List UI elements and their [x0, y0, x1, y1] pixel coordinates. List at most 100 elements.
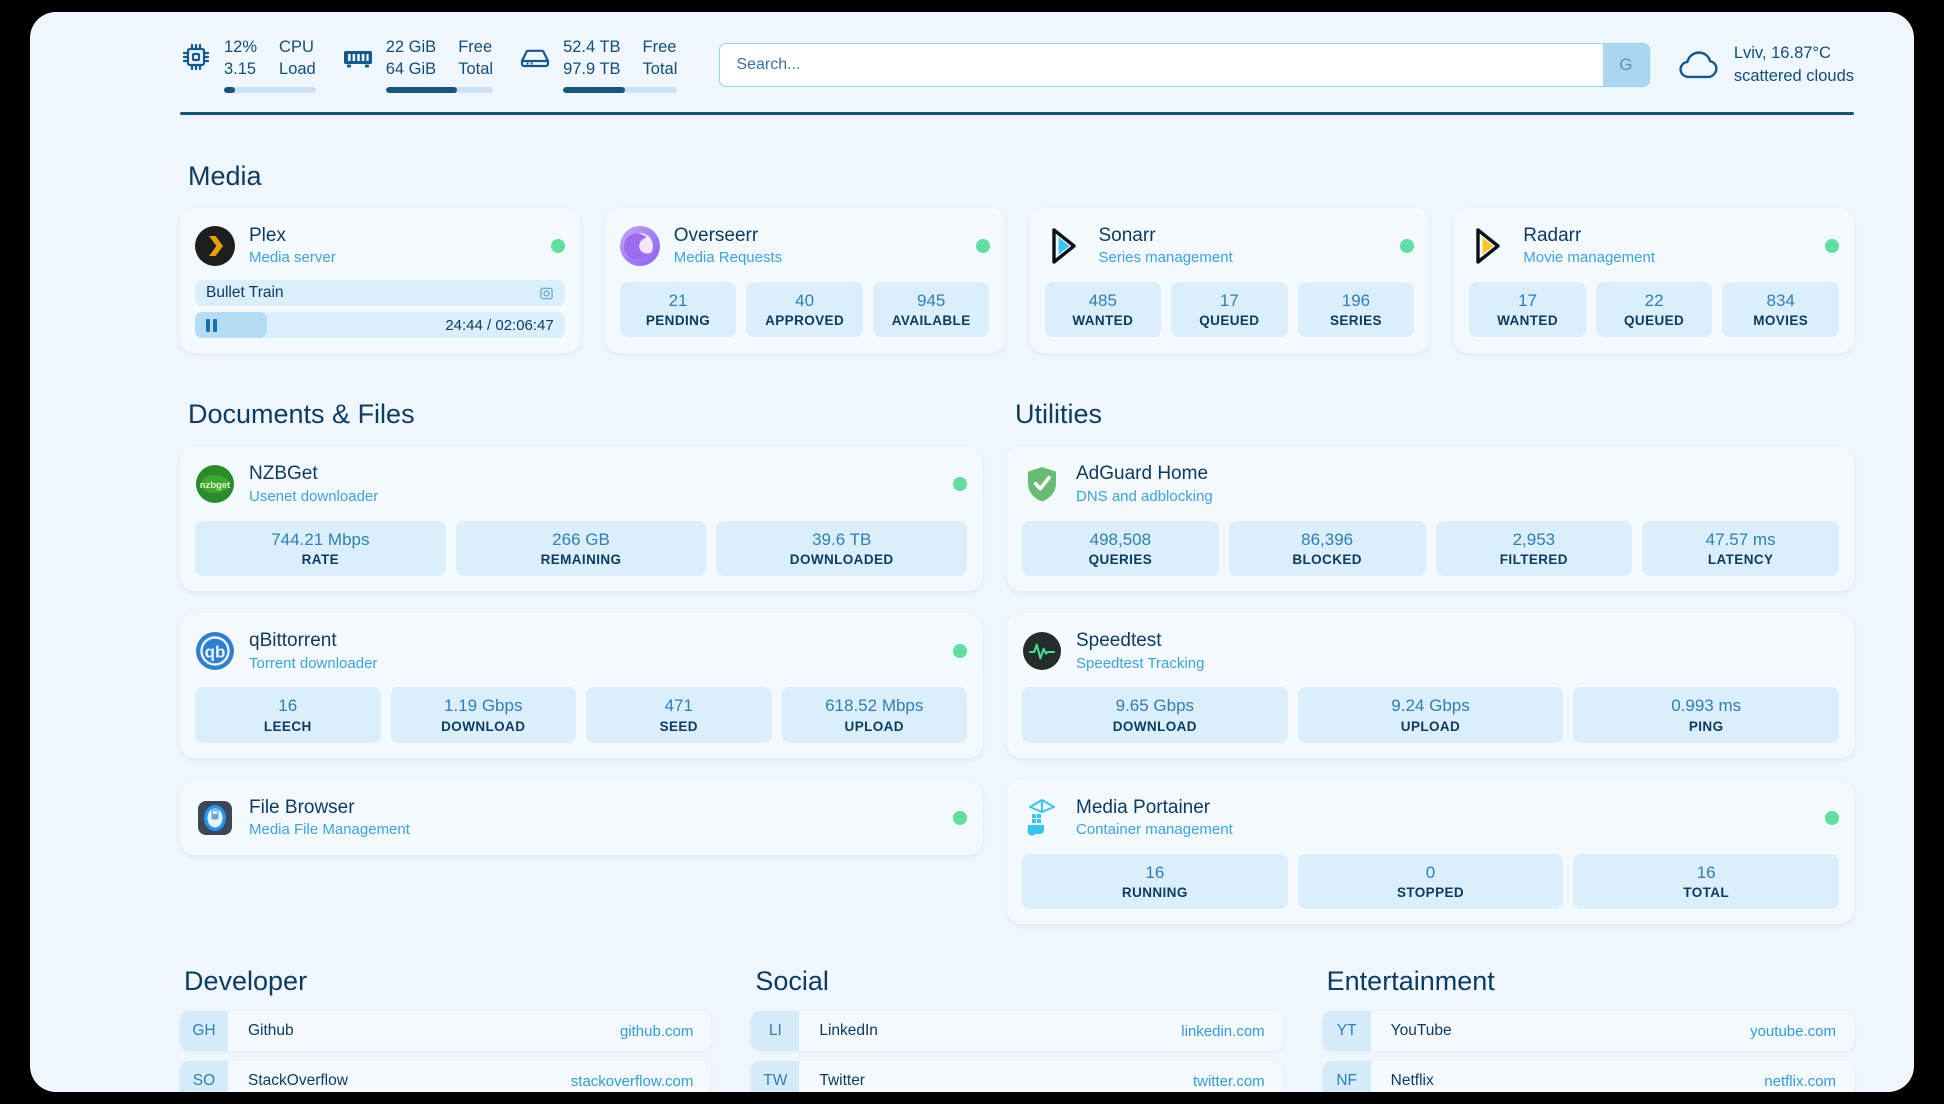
stat-leech[interactable]: 16 LEECH: [195, 687, 381, 743]
service-card-adguard-home[interactable]: AdGuard Home DNS and adblocking 498,508 QUE…: [1007, 446, 1854, 591]
stat-queued[interactable]: 22 QUEUED: [1595, 282, 1713, 338]
stat-running[interactable]: 16 RUNNING: [1022, 854, 1288, 910]
card-header: Plex Media server: [195, 224, 565, 269]
search-area: G: [719, 43, 1650, 87]
stat-download[interactable]: 9.65 Gbps DOWNLOAD: [1022, 687, 1288, 743]
cpu-icon: [180, 41, 212, 73]
stat-queries[interactable]: 498,508 QUERIES: [1022, 520, 1219, 576]
bookmark-item[interactable]: GH Github github.com: [180, 1011, 712, 1052]
resource-value-secondary: 64 GiB: [385, 59, 437, 78]
bookmark-badge: GH: [180, 1011, 228, 1052]
search-box[interactable]: G: [719, 43, 1650, 87]
service-card-qbittorrent[interactable]: qb qBittorrent Torrent downloader 16 LEECH 1.…: [180, 612, 982, 758]
stat-ping[interactable]: 0.993 ms PING: [1573, 687, 1840, 743]
speedtest-logo: [1022, 631, 1062, 671]
bookmark-item[interactable]: SO StackOverflow stackoverflow.com: [180, 1061, 712, 1092]
stat-label: PENDING: [645, 313, 711, 329]
bookmark-name: Twitter: [819, 1072, 865, 1090]
service-card-plex[interactable]: Plex Media server Bullet Train 24:44 / 02:0…: [180, 207, 580, 353]
resource-disk: 52.4 TB 97.9 TB Free Total: [519, 37, 678, 93]
search-provider-button[interactable]: G: [1602, 44, 1649, 86]
resource-label-secondary: Load: [279, 59, 316, 78]
bookmark-url: netflix.com: [1764, 1072, 1836, 1090]
stat-label: QUERIES: [1088, 551, 1153, 567]
stat-upload[interactable]: 9.24 Gbps UPLOAD: [1297, 687, 1564, 743]
card-header: Radarr Movie management: [1469, 224, 1839, 269]
stat-blocked[interactable]: 86,396 BLOCKED: [1228, 520, 1426, 576]
stat-series[interactable]: 196 SERIES: [1297, 282, 1415, 338]
stat-value: 86,396: [1301, 529, 1354, 549]
service-card-radarr[interactable]: Radarr Movie management 17 WANTED 22 QUEUED 83…: [1454, 207, 1854, 353]
bookmarks-area: Developer GH Github github.com SO StackOverfl…: [180, 966, 1854, 1092]
qbittorrent-logo: qb: [195, 631, 235, 671]
stat-available[interactable]: 945 AVAILABLE: [872, 282, 990, 338]
stat-remaining[interactable]: 266 GB REMAINING: [455, 520, 707, 576]
stat-stopped[interactable]: 0 STOPPED: [1297, 854, 1564, 910]
stat-label: MOVIES: [1753, 313, 1809, 329]
sonarr-logo: [1045, 226, 1085, 266]
card-title: Plex: [249, 224, 286, 246]
stat-label: SERIES: [1329, 313, 1382, 329]
stat-upload[interactable]: 618.52 Mbps UPLOAD: [781, 687, 967, 743]
card-title: qBittorrent: [249, 629, 337, 651]
stat-total[interactable]: 16 TOTAL: [1573, 854, 1840, 910]
resource-value-secondary: 97.9 TB: [563, 59, 621, 78]
stat-latency[interactable]: 47.57 ms LATENCY: [1642, 520, 1839, 576]
stat-label: SEED: [659, 718, 698, 734]
card-subtitle: Torrent downloader: [249, 654, 378, 672]
stat-wanted[interactable]: 485 WANTED: [1044, 282, 1162, 338]
service-card-filebrowser[interactable]: File Browser Media File Management: [180, 779, 982, 855]
service-card-overseerr[interactable]: Overseerr Media Requests 21 PENDING 40 APPROV…: [604, 207, 1005, 353]
card-header: Speedtest Speedtest Tracking: [1022, 629, 1839, 674]
stat-value: 834: [1766, 291, 1795, 310]
stat-downloaded[interactable]: 39.6 TB DOWNLOADED: [716, 520, 968, 576]
filebrowser-logo: [195, 798, 235, 838]
pause-icon[interactable]: [206, 318, 217, 332]
bookmark-item[interactable]: TW Twitter twitter.com: [751, 1061, 1283, 1092]
stat-value: 16: [1696, 863, 1716, 882]
stat-download[interactable]: 1.19 Gbps DOWNLOAD: [390, 687, 576, 743]
memory-icon: [342, 41, 374, 73]
stat-label: QUEUED: [1624, 313, 1685, 329]
stat-value: 16: [278, 696, 298, 716]
stat-value: 266 GB: [552, 529, 610, 549]
card-title: Radarr: [1523, 224, 1582, 246]
bookmark-item[interactable]: LI LinkedIn linkedin.com: [751, 1011, 1283, 1052]
stat-label: LATENCY: [1707, 551, 1774, 567]
stat-movies[interactable]: 834 MOVIES: [1722, 282, 1839, 338]
playback-progress-row[interactable]: 24:44 / 02:06:47: [195, 312, 565, 338]
bookmark-item[interactable]: YT YouTube youtube.com: [1322, 1011, 1854, 1052]
stat-rate[interactable]: 744.21 Mbps RATE: [195, 520, 446, 576]
card-title: Sonarr: [1098, 224, 1156, 246]
bookmark-url: youtube.com: [1750, 1022, 1836, 1040]
stat-value: 2,953: [1512, 529, 1556, 549]
card-stats: 485 WANTED 17 QUEUED 196 SERIES: [1044, 282, 1415, 338]
stat-value: 40: [795, 291, 815, 310]
service-card-media-portainer[interactable]: Media Portainer Container management 16 RUN…: [1007, 779, 1854, 925]
stat-queued[interactable]: 17 QUEUED: [1171, 282, 1288, 338]
card-stats: 17 WANTED 22 QUEUED 834 MOVIES: [1469, 282, 1839, 338]
card-subtitle: Media File Management: [249, 821, 410, 839]
stat-label: BLOCKED: [1292, 551, 1362, 567]
stat-label: DOWNLOADED: [789, 551, 894, 567]
service-card-nzbget[interactable]: nzbget NZBGet Usenet downloader 744.21 Mbps…: [180, 446, 982, 591]
service-card-speedtest[interactable]: Speedtest Speedtest Tracking 9.65 Gbps DOWN…: [1007, 612, 1854, 758]
bookmark-url: linkedin.com: [1181, 1022, 1265, 1040]
stat-seed[interactable]: 471 SEED: [586, 687, 772, 743]
search-input[interactable]: [720, 44, 1603, 86]
resource-label-secondary: Total: [458, 59, 494, 78]
stat-value: 17: [1518, 291, 1537, 310]
cast-icon[interactable]: [539, 286, 554, 301]
stat-filtered[interactable]: 2,953 FILTERED: [1435, 520, 1633, 576]
stat-pending[interactable]: 21 PENDING: [619, 282, 737, 338]
stat-label: REMAINING: [540, 551, 622, 567]
stat-label: APPROVED: [765, 313, 845, 329]
stat-wanted[interactable]: 17 WANTED: [1469, 282, 1586, 338]
cloud-icon: [1676, 46, 1720, 84]
resource-value-primary: 12%: [224, 38, 258, 57]
card-stats: 16 RUNNING 0 STOPPED 16 TOTAL: [1022, 854, 1840, 910]
service-card-sonarr[interactable]: Sonarr Series management 485 WANTED 17 QUEUED…: [1029, 207, 1430, 353]
stat-approved[interactable]: 40 APPROVED: [746, 282, 863, 338]
bookmark-url: twitter.com: [1192, 1072, 1265, 1090]
bookmark-item[interactable]: NF Netflix netflix.com: [1322, 1061, 1854, 1092]
